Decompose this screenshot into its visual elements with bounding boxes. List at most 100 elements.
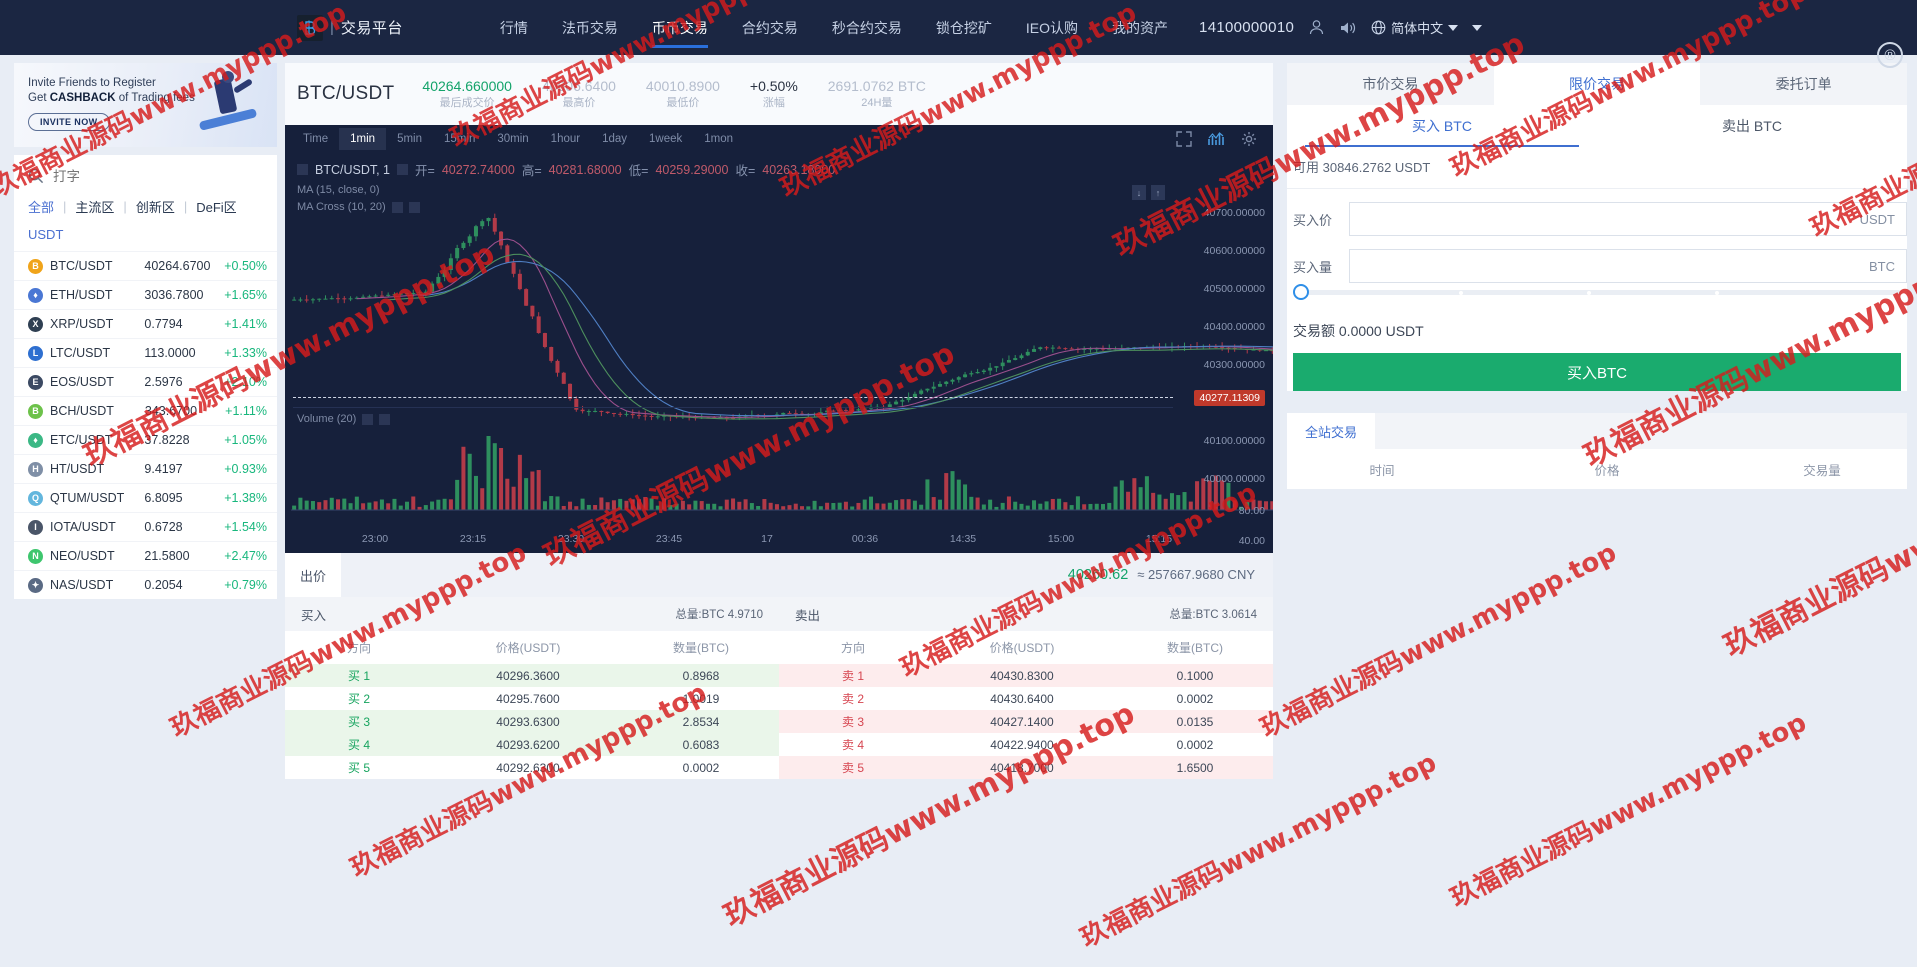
slider-handle[interactable] bbox=[1293, 284, 1309, 300]
promo-illustration bbox=[191, 67, 263, 147]
coin-list-item[interactable]: H HT/USDT 9.4197 +0.93% bbox=[14, 454, 277, 483]
orderbook-sell-total: 总量:BTC 3.0614 bbox=[1169, 609, 1257, 621]
orderbook-buy-rows: 买 1 40296.3600 0.8968 买 2 40295.7600 1.0019 买 … bbox=[285, 664, 779, 779]
orderbook-price: 40418.7000 bbox=[990, 760, 1054, 775]
coin-list-item[interactable]: L LTC/USDT 113.0000 +1.33% bbox=[14, 338, 277, 367]
orderbook-row[interactable]: 卖 5 40418.7000 1.6500 bbox=[779, 756, 1273, 779]
coin-price: 2.5976 bbox=[144, 375, 183, 389]
orderbook-row[interactable]: 买 1 40296.3600 0.8968 bbox=[285, 664, 779, 687]
indicator-chart-icon[interactable] bbox=[1208, 131, 1225, 147]
category-tabs: 全部 | 主流区 | 创新区 | DeFi区 bbox=[14, 195, 277, 224]
nav-item-spot[interactable]: 币币交易 bbox=[635, 0, 725, 55]
collapse-icon[interactable] bbox=[297, 164, 308, 175]
coin-list-item[interactable]: E EOS/USDT 2.5976 +2.10% bbox=[14, 367, 277, 396]
category-tab-main[interactable]: 主流区 bbox=[75, 200, 115, 215]
orderbook-row[interactable]: 卖 4 40422.9400 0.0002 bbox=[779, 733, 1273, 756]
time-axis-tick: 14:35 bbox=[949, 533, 977, 545]
time-axis-tick: 17 bbox=[761, 533, 773, 545]
timeframe-1mon[interactable]: 1mon bbox=[704, 132, 734, 145]
coin-list-item[interactable]: ✦ NAS/USDT 0.2054 +0.79% bbox=[14, 570, 277, 599]
orderbook-buy-title: 买入 bbox=[301, 608, 327, 623]
nav-item-assets[interactable]: 我的资产 bbox=[1112, 19, 1169, 36]
tab-bid[interactable]: 出价 bbox=[285, 553, 341, 597]
orderbook-row[interactable]: 买 5 40292.6300 0.0002 bbox=[285, 756, 779, 779]
header-menu-chevron-icon[interactable] bbox=[1472, 24, 1483, 31]
promo-banner[interactable]: Invite Friends to Register Get CASHBACK … bbox=[14, 63, 277, 147]
ohlc-low-label: 低= bbox=[628, 164, 649, 178]
language-selector[interactable]: 简体中文 bbox=[1371, 18, 1459, 37]
scale-down-icon[interactable]: ↓ bbox=[1132, 185, 1146, 200]
coin-list-item[interactable]: ♦ ETH/USDT 3036.7800 +1.65% bbox=[14, 280, 277, 309]
sound-icon[interactable] bbox=[1339, 20, 1357, 36]
buy-price-input[interactable]: USDT bbox=[1349, 202, 1907, 236]
search-input[interactable] bbox=[53, 168, 233, 184]
amount-percent-slider[interactable] bbox=[1287, 283, 1907, 309]
col-sell-direction: 方向 bbox=[840, 641, 865, 655]
timeframe-1hour[interactable]: 1hour bbox=[550, 132, 581, 145]
tab-market-order[interactable]: 市价交易 bbox=[1362, 76, 1419, 92]
kline-chart[interactable]: Time 1min 5min 15min 30min 1hour 1day 1w… bbox=[285, 125, 1273, 553]
coin-list-item[interactable]: N NEO/USDT 21.5800 +2.47% bbox=[14, 541, 277, 570]
nav-item-ieo[interactable]: IEO认购 bbox=[1025, 19, 1079, 36]
volume-close-icon[interactable] bbox=[379, 413, 391, 425]
nav-item-staking[interactable]: 锁仓挖矿 bbox=[935, 19, 992, 36]
timeframe-time[interactable]: Time bbox=[303, 132, 329, 145]
timeframe-30min[interactable]: 30min bbox=[497, 132, 529, 145]
market-trades-tabs: 全站交易 bbox=[1287, 413, 1907, 449]
tab-buy-btc[interactable]: 买入 BTC bbox=[1287, 105, 1597, 147]
volume-hide-icon[interactable] bbox=[362, 413, 374, 425]
category-tab-defi[interactable]: DeFi区 bbox=[196, 200, 237, 215]
coin-icon: ♦ bbox=[28, 432, 43, 448]
fullscreen-icon[interactable] bbox=[1176, 130, 1192, 147]
coin-list-item[interactable]: X XRP/USDT 0.7794 +1.41% bbox=[14, 309, 277, 338]
promo-line-2: Get CASHBACK of Trading fees bbox=[28, 91, 277, 106]
price-axis-tick: 40700.00000 bbox=[1203, 207, 1265, 219]
orderbook-price: 40430.8300 bbox=[990, 668, 1054, 683]
timeframe-5min[interactable]: 5min bbox=[397, 132, 423, 145]
coin-list-item[interactable]: I IOTA/USDT 0.6728 +1.54% bbox=[14, 512, 277, 541]
market-trades-panel: 全站交易 时间 价格 交易量 bbox=[1287, 413, 1907, 489]
nav-item-market[interactable]: 行情 bbox=[499, 19, 528, 36]
coin-price: 0.6728 bbox=[144, 520, 183, 534]
orderbook-row[interactable]: 卖 3 40427.1400 0.0135 bbox=[779, 710, 1273, 733]
main-nav: 行情 法币交易 币币交易 合约交易 秒合约交易 锁仓挖矿 IEO认购 我的资产 bbox=[483, 0, 1185, 55]
orderbook-row[interactable]: 买 4 40293.6200 0.6083 bbox=[285, 733, 779, 756]
brand-logo[interactable]: | 交易平台 bbox=[297, 14, 403, 41]
timeframe-1week[interactable]: 1week bbox=[649, 132, 683, 145]
coin-list-item[interactable]: B BCH/USDT 343.6700 +1.11% bbox=[14, 396, 277, 425]
nav-item-fiat[interactable]: 法币交易 bbox=[561, 19, 618, 36]
stat-low-label: 最低价 bbox=[666, 97, 700, 109]
submit-buy-button[interactable]: 买入BTC bbox=[1293, 353, 1901, 391]
tab-limit-order[interactable]: 限价交易 bbox=[1493, 63, 1701, 105]
timeframe-1day[interactable]: 1day bbox=[602, 132, 628, 145]
timeframe-15min[interactable]: 15min bbox=[444, 132, 476, 145]
chart-settings-icon[interactable] bbox=[397, 164, 409, 175]
tab-all-trades[interactable]: 全站交易 bbox=[1287, 413, 1376, 449]
indicator-close-icon[interactable] bbox=[408, 201, 420, 213]
timeframe-1min[interactable]: 1min bbox=[339, 127, 387, 150]
scale-up-icon[interactable]: ↑ bbox=[1151, 185, 1165, 200]
coin-list-item[interactable]: Q QTUM/USDT 6.8095 +1.38% bbox=[14, 483, 277, 512]
orderbook-row[interactable]: 买 2 40295.7600 1.0019 bbox=[285, 687, 779, 710]
tab-sell-btc[interactable]: 卖出 BTC bbox=[1722, 118, 1782, 134]
coin-list-item[interactable]: B BTC/USDT 40264.6700 +0.50% bbox=[14, 251, 277, 280]
orderbook-sell-columns: 方向 价格(USDT) 数量(BTC) bbox=[779, 631, 1273, 664]
settings-gear-icon[interactable] bbox=[1241, 131, 1257, 147]
invite-now-button[interactable]: INVITE NOW bbox=[28, 113, 110, 131]
orderbook-row[interactable]: 买 3 40293.6300 2.8534 bbox=[285, 710, 779, 733]
indicator-hide-icon[interactable] bbox=[391, 201, 403, 213]
volume-label-text: Volume (20) bbox=[297, 413, 357, 425]
nav-item-second-contract[interactable]: 秒合约交易 bbox=[831, 19, 902, 36]
user-icon[interactable] bbox=[1308, 19, 1325, 36]
tab-open-orders[interactable]: 委托订单 bbox=[1775, 76, 1832, 92]
sub-tab-usdt[interactable]: USDT bbox=[28, 227, 64, 242]
nav-item-contract[interactable]: 合约交易 bbox=[741, 19, 798, 36]
orderbook-row[interactable]: 卖 1 40430.8300 0.1000 bbox=[779, 664, 1273, 687]
coin-list-item[interactable]: ♦ ETC/USDT 37.8228 +1.05% bbox=[14, 425, 277, 454]
category-tab-all[interactable]: 全部 bbox=[28, 200, 55, 215]
buy-amount-input[interactable]: BTC bbox=[1349, 249, 1907, 283]
crosshair-price-tag: 40277.11309 bbox=[1194, 390, 1265, 406]
category-tab-innovation[interactable]: 创新区 bbox=[135, 200, 175, 215]
language-label: 简体中文 bbox=[1391, 21, 1444, 36]
orderbook-row[interactable]: 卖 2 40430.6400 0.0002 bbox=[779, 687, 1273, 710]
